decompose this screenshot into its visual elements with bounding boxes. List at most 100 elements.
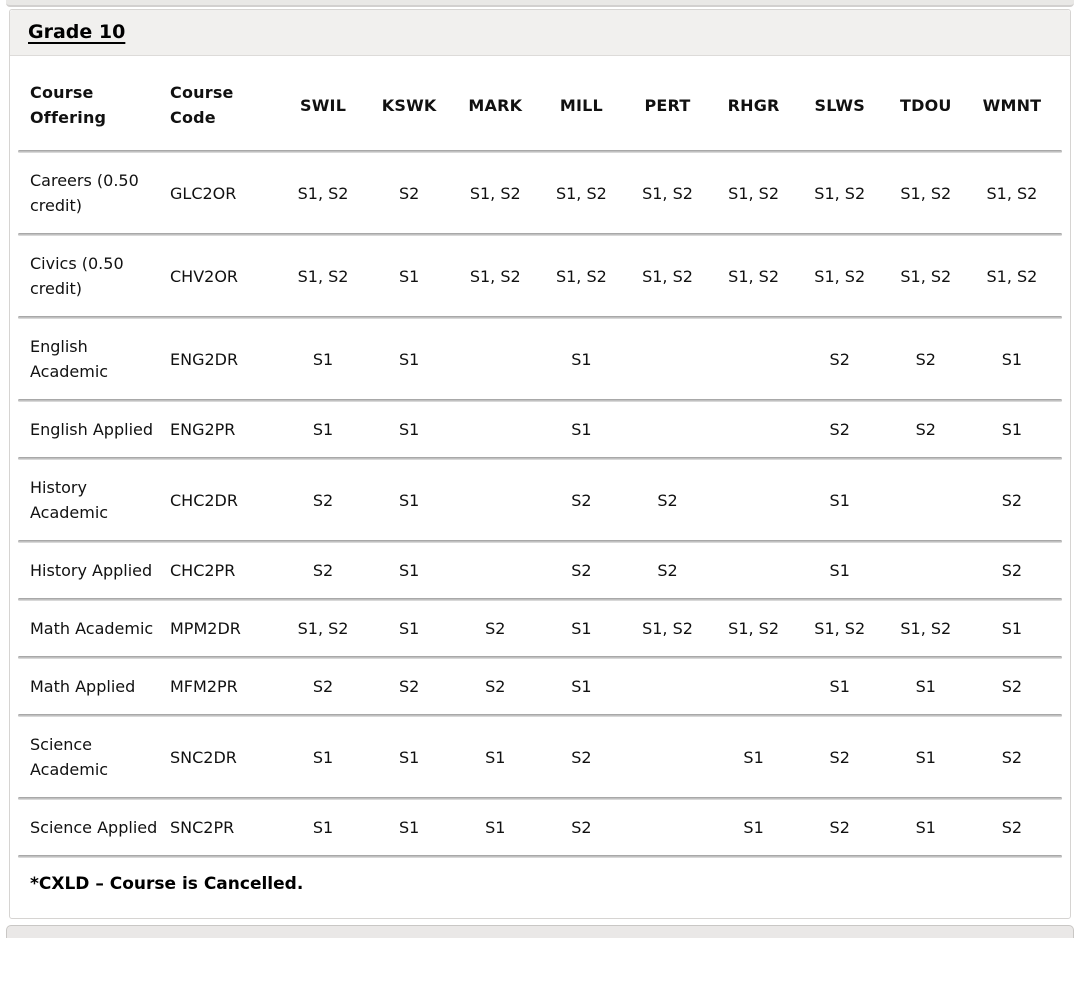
- schedule-cell: [629, 415, 705, 445]
- schedule-cell: S1: [915, 747, 936, 767]
- course-code-cell: MPM2DR: [170, 619, 241, 638]
- schedule-cell: S1, S2: [469, 266, 521, 286]
- schedule-cell: S2: [312, 561, 334, 580]
- column-header-rhgr: RHGR: [727, 95, 780, 115]
- column-header-wmnt: WMNT: [982, 95, 1042, 115]
- column-header-tdou: TDOU: [900, 95, 952, 115]
- schedule-cell: S2: [312, 490, 334, 510]
- schedule-cell: S1: [1001, 349, 1023, 369]
- course-code-cell: MFM2PR: [170, 677, 238, 696]
- schedule-cell: S1, S2: [900, 619, 952, 638]
- schedule-cell: S1, S2: [297, 183, 349, 203]
- schedule-cell: S2: [829, 349, 850, 369]
- table-body: Careers (0.50 credit) GLC2OR S1, S2 S2 S1, S…: [10, 153, 1070, 858]
- course-offering-cell: English Applied: [30, 420, 154, 439]
- table-row: Civics (0.50 credit) CHV2OR S1, S2 S1 S1, S2…: [10, 236, 1070, 316]
- row-divider: [18, 598, 1062, 601]
- schedule-cell: S1, S2: [555, 266, 607, 286]
- course-offerings-table: Course Offering Course Code SWIL KSWK MA…: [10, 56, 1070, 858]
- previous-section-edge: [6, 0, 1074, 7]
- course-offering-cell: Math Applied: [30, 677, 136, 696]
- schedule-cell: S1, S2: [642, 619, 693, 638]
- column-header-swil: SWIL: [299, 95, 347, 115]
- schedule-cell: S2: [485, 619, 506, 638]
- schedule-cell: S1, S2: [728, 266, 780, 286]
- schedule-cell: S2: [915, 349, 936, 369]
- row-divider: [18, 399, 1062, 402]
- schedule-cell: S2: [398, 677, 420, 696]
- schedule-cell: S1, S2: [900, 266, 952, 286]
- table-row: History Academic CHC2DR S2 S1 S2 S2 S1 S2: [10, 460, 1070, 540]
- schedule-cell: S2: [1001, 677, 1023, 696]
- schedule-cell: S1: [829, 677, 850, 696]
- schedule-cell: S2: [485, 677, 506, 696]
- schedule-cell: S1: [485, 747, 506, 767]
- course-code-cell: SNC2PR: [170, 818, 235, 837]
- schedule-cell: S1, S2: [469, 183, 521, 203]
- schedule-cell: S1: [571, 619, 592, 638]
- schedule-cell: [457, 344, 533, 374]
- course-offering-cell: Science Academic: [30, 735, 109, 779]
- row-divider: [18, 233, 1062, 236]
- schedule-cell: S2: [1001, 561, 1023, 580]
- table-row: Math Applied MFM2PR S2 S2 S2 S1 S1 S1 S2: [10, 659, 1070, 714]
- table-row: English Applied ENG2PR S1 S1 S1 S2 S2 S1: [10, 402, 1070, 457]
- schedule-cell: S1: [915, 677, 936, 696]
- schedule-cell: S2: [829, 747, 850, 767]
- schedule-cell: S1: [398, 619, 420, 638]
- schedule-cell: [629, 672, 705, 702]
- table-row: Math Academic MPM2DR S1, S2 S1 S2 S1 S1, S2 S1,…: [10, 601, 1070, 656]
- row-divider: [18, 656, 1062, 659]
- course-offering-cell: History Applied: [30, 561, 153, 580]
- table-row: History Applied CHC2PR S2 S1 S2 S2 S1 S2: [10, 543, 1070, 598]
- schedule-cell: S2: [829, 818, 850, 837]
- row-divider: [18, 797, 1062, 800]
- schedule-cell: S1, S2: [728, 183, 780, 203]
- course-offering-cell: English Academic: [30, 337, 109, 381]
- row-divider: [18, 457, 1062, 460]
- table-header-row: Course Offering Course Code SWIL KSWK MA…: [10, 60, 1070, 150]
- next-section-header[interactable]: [6, 925, 1074, 938]
- schedule-cell: [629, 813, 705, 843]
- schedule-cell: [457, 415, 533, 445]
- course-offering-cell: History Academic: [30, 478, 109, 522]
- schedule-cell: S1: [312, 747, 334, 767]
- schedule-cell: S1, S2: [986, 266, 1038, 286]
- schedule-cell: S1: [398, 420, 420, 439]
- section-header[interactable]: Grade 10: [10, 10, 1070, 56]
- course-code-cell: CHC2DR: [170, 490, 238, 510]
- schedule-cell: [629, 742, 705, 772]
- schedule-cell: S2: [312, 677, 334, 696]
- course-code-cell: ENG2DR: [170, 349, 239, 369]
- schedule-cell: S1: [398, 349, 420, 369]
- column-header-course-offering: Course Offering: [30, 83, 107, 127]
- schedule-cell: S1, S2: [728, 619, 780, 638]
- course-code-cell: CHV2OR: [170, 266, 239, 286]
- schedule-cell: [457, 556, 533, 586]
- schedule-cell: S1: [571, 420, 592, 439]
- column-header-slws: SLWS: [814, 95, 865, 115]
- table-row: Science Applied SNC2PR S1 S1 S1 S2 S1 S2 S1 S2: [10, 800, 1070, 855]
- schedule-cell: S1, S2: [297, 266, 349, 286]
- schedule-cell: S1: [312, 420, 334, 439]
- schedule-cell: [888, 556, 964, 586]
- row-divider: [18, 540, 1062, 543]
- schedule-cell: S1: [571, 677, 592, 696]
- schedule-cell: S1: [312, 349, 334, 369]
- schedule-cell: [716, 672, 792, 702]
- schedule-cell: S1, S2: [642, 183, 693, 203]
- schedule-cell: S1, S2: [814, 183, 866, 203]
- schedule-cell: [716, 556, 792, 586]
- schedule-cell: S1: [571, 349, 592, 369]
- schedule-cell: S1: [743, 818, 764, 837]
- schedule-cell: S1: [485, 818, 506, 837]
- table-row: Science Academic SNC2DR S1 S1 S1 S2 S1 S2 S1 S2: [10, 717, 1070, 797]
- course-code-cell: SNC2DR: [170, 747, 237, 767]
- row-divider: [18, 316, 1062, 319]
- schedule-cell: S1: [1001, 420, 1023, 439]
- table-row: English Academic ENG2DR S1 S1 S1 S2 S2 S1: [10, 319, 1070, 399]
- schedule-cell: S1, S2: [986, 183, 1038, 203]
- schedule-cell: [457, 485, 533, 515]
- schedule-cell: S1: [398, 561, 420, 580]
- schedule-cell: S1: [398, 747, 420, 767]
